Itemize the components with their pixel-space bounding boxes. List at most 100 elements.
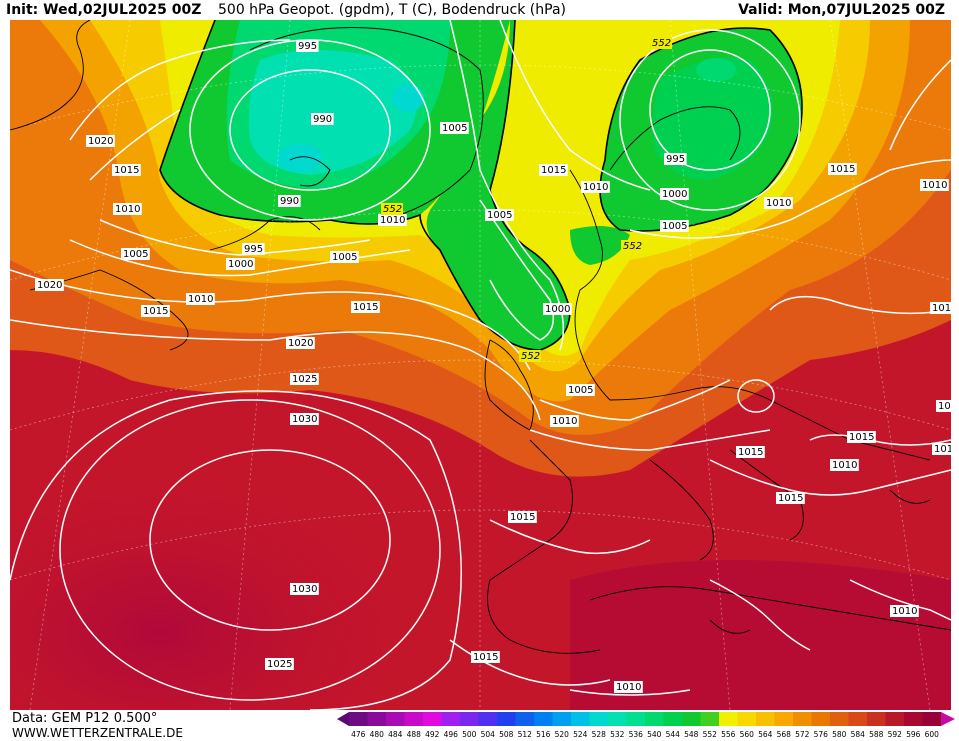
scale-tick-label: 488 <box>407 730 422 739</box>
isobar-label-box <box>330 251 359 263</box>
scale-tick-label: 592 <box>888 730 903 739</box>
isobar-label: 1005 <box>568 385 593 396</box>
geo-label-box <box>381 203 403 215</box>
isobar-label-box <box>736 446 765 458</box>
scale-swatch <box>515 712 535 726</box>
scale-tick-label: 504 <box>481 730 496 739</box>
azores-high-shading <box>10 400 510 710</box>
isobar-label-box <box>278 195 301 207</box>
isobar-label-box <box>936 400 951 412</box>
isobar-label-box <box>614 681 643 693</box>
scale-swatch <box>386 712 405 726</box>
scale-swatch <box>904 712 923 726</box>
isobar-label-box <box>440 122 469 134</box>
isobar-label: 1010 <box>766 198 791 209</box>
isobar-label: 1015 <box>849 432 874 443</box>
scale-tick-label: 476 <box>351 730 366 739</box>
isobar-1025 <box>59 399 441 701</box>
isobar-label-box <box>660 220 689 232</box>
isobar-label-box <box>539 164 568 176</box>
isobar-label-box <box>311 113 334 125</box>
scale-swatch <box>774 712 794 726</box>
isobar-label-box <box>508 511 537 523</box>
isobar-label-box <box>378 214 407 226</box>
coastlines <box>10 20 951 654</box>
isobar-label: 1015 <box>473 652 498 663</box>
geopotential-label: 552 <box>383 204 402 215</box>
scale-swatch <box>626 712 646 726</box>
scale-tick-label: 524 <box>573 730 588 739</box>
isobar-label-box <box>830 459 859 471</box>
scale-swatch <box>682 712 701 726</box>
scale-swatch <box>922 712 942 726</box>
isobar-label-box <box>660 188 689 200</box>
isobar-label: 1025 <box>292 374 317 385</box>
isobar-label: 1015 <box>114 165 139 176</box>
site-url[interactable]: WWW.WETTERZENTRALE.DE <box>12 726 183 740</box>
isobar-label: 1010 <box>188 294 213 305</box>
scale-swatch <box>441 712 461 726</box>
isobar-label-box <box>664 153 687 165</box>
scale-tick-label: 500 <box>462 730 477 739</box>
scale-swatch <box>497 712 516 726</box>
geo-label-box <box>519 350 541 362</box>
scale-tick-label: 508 <box>499 730 514 739</box>
isobar-label-box <box>35 279 64 291</box>
isobar-label: 995 <box>244 244 263 255</box>
isobar-label-box <box>265 658 294 670</box>
scale-tick-label: 536 <box>629 730 644 739</box>
isobar-label: 1020 <box>288 338 313 349</box>
isobar-label: 1000 <box>228 259 253 270</box>
scale-tick-label: 580 <box>832 730 847 739</box>
scale-tick-label: 548 <box>684 730 699 739</box>
isobar-label-box <box>543 303 572 315</box>
geo-label-box <box>621 240 643 252</box>
scale-swatch <box>552 712 572 726</box>
scale-swatch <box>367 712 387 726</box>
data-source: Data: GEM P12 0.500° <box>12 711 158 726</box>
isobar-label: 1015 <box>932 303 951 314</box>
scale-tick-label: 520 <box>555 730 570 739</box>
scale-swatch <box>534 712 553 726</box>
scale-swatch <box>719 712 738 726</box>
color-scale-svg: 476 480 484 488 492 496 500 504 508 512 516 520 524 5… <box>337 712 955 739</box>
isobar-label-box <box>226 258 255 270</box>
isobar-label: 995 <box>666 154 685 165</box>
color-scale: 476 480 484 488 492 496 500 504 508 512 516 520 524 5… <box>337 712 959 740</box>
contour-552-east <box>599 27 803 232</box>
geopotential-labels: 552 552 552 552 <box>381 37 672 362</box>
connecting-lobe <box>570 226 630 265</box>
scandinavia-core <box>696 58 736 82</box>
isobar-label-box <box>290 583 319 595</box>
isobar-label-box <box>186 293 215 305</box>
isobar-label: 1015 <box>738 447 763 458</box>
isobar-label-box <box>112 164 141 176</box>
map-header: Init: Wed,02JUL2025 00Z 500 hPa Geopot. … <box>0 0 959 20</box>
scale-arrow-left <box>337 712 349 726</box>
isobar-label: 1030 <box>292 584 317 595</box>
scale-swatch <box>404 712 424 726</box>
isobar-label: 1015 <box>830 164 855 175</box>
isobar-label: 1000 <box>662 189 687 200</box>
valid-time: Valid: Mon,07JUL2025 00Z <box>738 2 945 18</box>
isobar-label: 1010 <box>922 180 947 191</box>
scale-tick-label: 572 <box>795 730 810 739</box>
weather-map: 995 990 990 1005 1020 1015 1010 1005 995 1000 1005… <box>10 20 951 710</box>
scale-tick-label: 540 <box>647 730 662 739</box>
isobar-label: 990 <box>313 114 332 125</box>
isobar-label: 1005 <box>442 123 467 134</box>
scale-tick-label: 484 <box>388 730 403 739</box>
scale-arrow-right <box>941 712 955 726</box>
trough-core-west <box>278 144 322 172</box>
scale-swatch <box>589 712 609 726</box>
isobar-label: 1015 <box>778 493 803 504</box>
isobar-label-box <box>296 40 319 52</box>
isobar-label-box <box>550 415 579 427</box>
isobar-label: 1010 <box>934 444 951 455</box>
isobar-label-box <box>847 431 876 443</box>
geopotential-label: 552 <box>623 241 642 252</box>
isobar-label: 1010 <box>115 204 140 215</box>
isobar-label: 1010 <box>583 182 608 193</box>
isobar-label-box <box>290 373 319 385</box>
